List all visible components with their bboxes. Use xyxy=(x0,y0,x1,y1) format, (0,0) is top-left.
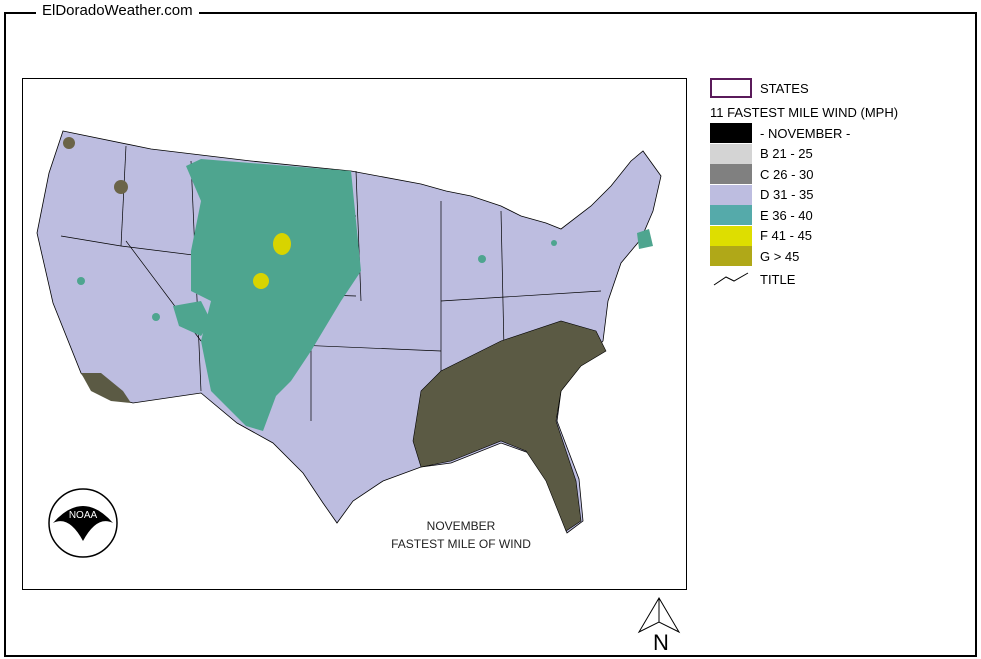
legend-item: B 21 - 25 xyxy=(710,143,813,164)
outer-frame xyxy=(4,12,977,657)
spot-e-new-york xyxy=(551,240,557,246)
legend-label: B 21 - 25 xyxy=(760,146,813,161)
states-swatch xyxy=(710,78,752,98)
legend-label: C 26 - 30 xyxy=(760,166,814,182)
title-line-icon xyxy=(713,272,749,286)
legend-swatch xyxy=(710,205,752,225)
map-caption-line1: NOVEMBER xyxy=(426,519,496,533)
region-southeast xyxy=(412,320,607,532)
site-title: ElDoradoWeather.com xyxy=(36,2,199,19)
legend-label: E 36 - 40 xyxy=(760,207,813,223)
legend-swatch xyxy=(710,123,752,143)
legend-label: D 31 - 35 xyxy=(760,187,814,202)
legend-states: STATES xyxy=(710,78,809,98)
legend-label: F 41 - 45 xyxy=(760,228,813,243)
title-label: TITLE xyxy=(760,271,796,287)
spot-oregon xyxy=(114,180,128,194)
region-f-colorado xyxy=(253,273,269,289)
legend-swatch xyxy=(710,143,752,164)
spot-e-new-england xyxy=(637,229,653,249)
legend-label: - NOVEMBER - xyxy=(760,125,851,141)
legend-title: TITLE xyxy=(710,269,795,289)
legend-item: G > 45 xyxy=(710,246,799,266)
noaa-logo: NOAA xyxy=(48,488,118,558)
map-caption-line2: FASTEST MILE OF WIND xyxy=(391,537,531,551)
north-arrow-icon: N xyxy=(637,597,681,654)
legend-item: E 36 - 40 xyxy=(710,205,813,225)
legend-heading: 11 FASTEST MILE WIND (MPH) xyxy=(710,104,899,120)
north-label: N xyxy=(653,630,669,654)
region-e-west-arm xyxy=(173,301,211,336)
legend-label: G > 45 xyxy=(760,248,800,264)
legend-item: D 31 - 35 xyxy=(710,184,814,205)
us-wind-map: NOAA xyxy=(36,130,662,558)
legend-swatch xyxy=(710,246,752,266)
region-e-36-40 xyxy=(186,159,361,431)
states-label: STATES xyxy=(760,80,809,96)
spot-e-california xyxy=(77,277,85,285)
spot-e-nevada xyxy=(152,313,160,321)
map-panel: NOAA NOVEMBER FASTEST MILE OF WIND xyxy=(22,78,687,590)
legend-swatch xyxy=(710,184,752,205)
legend-item: C 26 - 30 xyxy=(710,164,813,184)
svg-text:NOAA: NOAA xyxy=(69,510,98,521)
legend-item: - NOVEMBER - xyxy=(710,123,850,143)
spot-washington xyxy=(63,137,75,149)
legend-swatch xyxy=(710,225,752,246)
legend-swatch xyxy=(710,164,752,184)
spot-e-michigan xyxy=(478,255,486,263)
legend-item: F 41 - 45 xyxy=(710,225,813,246)
region-southern-california xyxy=(81,373,131,403)
region-f-wyoming xyxy=(273,233,291,255)
